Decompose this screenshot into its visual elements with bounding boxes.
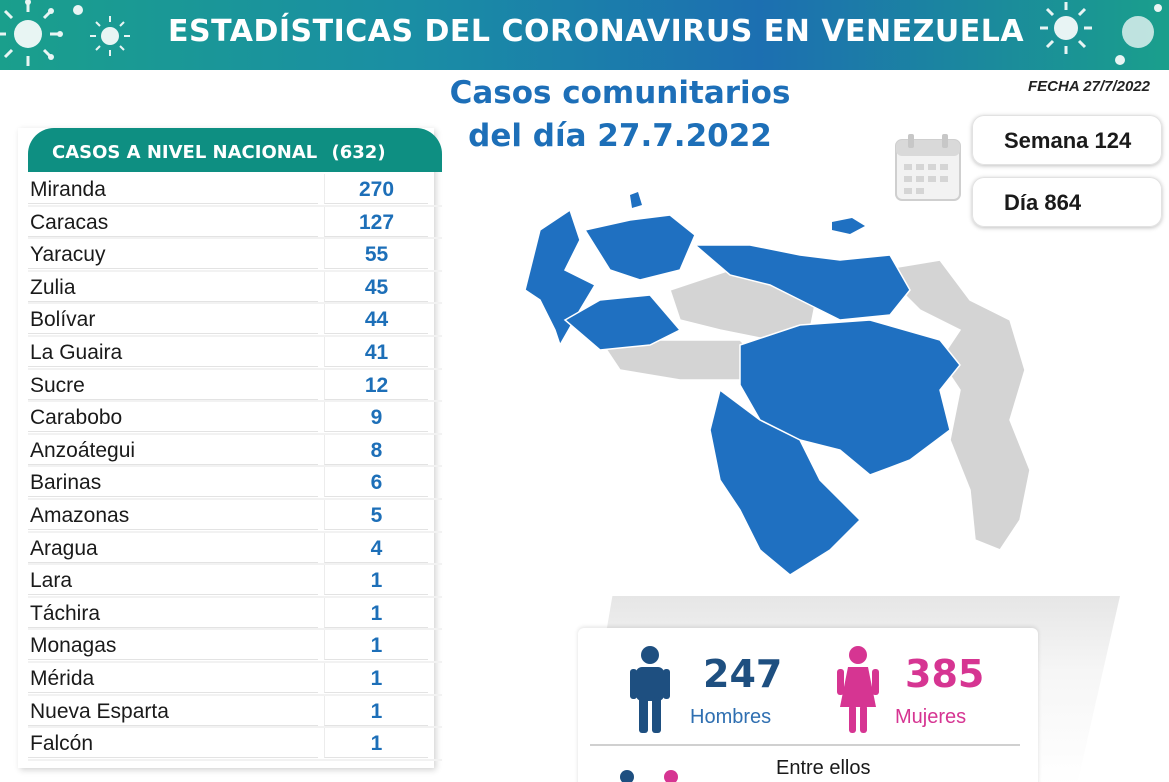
subtitle-line-2: del día 27.7.2022: [468, 118, 772, 154]
state-name: Anzoátegui: [28, 434, 318, 465]
state-cases: 12: [324, 369, 428, 400]
state-name: Carabobo: [28, 402, 318, 433]
state-cases: 8: [324, 434, 428, 465]
map-region-blue: [583, 214, 696, 281]
table-row: Aragua 4: [28, 532, 442, 566]
table-row: Nueva Esparta 1: [28, 695, 442, 729]
state-name: Yaracuy: [28, 239, 318, 270]
table-row: Mérida 1: [28, 662, 442, 696]
state-cases: 1: [324, 728, 428, 759]
table-row: Amazonas 5: [28, 499, 442, 533]
state-cases: 44: [324, 304, 428, 335]
table-row: Carabobo 9: [28, 402, 442, 435]
coronavirus-icon: [1040, 2, 1162, 65]
map-region-blue: [832, 218, 865, 234]
table-row: Zulia 45: [28, 271, 442, 305]
state-name: Monagas: [28, 630, 318, 661]
subtitle-line-1: Casos comunitarios: [449, 75, 791, 111]
state-name: Zulia: [28, 271, 318, 302]
map-region-blue: [563, 294, 682, 351]
venezuela-map: [524, 192, 1031, 576]
state-cases: 6: [324, 467, 428, 498]
panel-divider: [590, 744, 1020, 746]
coronavirus-icon: [0, 0, 130, 66]
state-name: Amazonas: [28, 499, 318, 530]
men-label: Hombres: [690, 706, 772, 728]
state-name: Barinas: [28, 467, 318, 498]
state-name: Miranda: [28, 174, 318, 204]
woman-icon: [837, 646, 879, 733]
men-count: 247: [703, 652, 783, 696]
banner-title: ESTADÍSTICAS DEL CORONAVIRUS EN VENEZUEL…: [168, 14, 1025, 49]
cases-table: CASOS A NIVEL NACIONAL (632) Miranda 270 C…: [18, 128, 442, 768]
state-cases: 41: [324, 336, 428, 367]
table-row: La Guaira 41: [28, 336, 442, 370]
state-cases: 45: [324, 271, 428, 302]
table-row: Miranda 270: [28, 174, 442, 207]
map-region-blue: [709, 388, 862, 576]
table-header-total: (632): [331, 142, 386, 163]
table-row: Caracas 127: [28, 206, 442, 240]
table-row: Falcón 1: [28, 728, 442, 761]
week-badge: Semana 124: [972, 115, 1162, 165]
table-row: Anzoátegui 8: [28, 434, 442, 468]
table-body: Miranda 270 Caracas 127 Yaracuy 55 Zulia 45 Bolí…: [28, 174, 442, 761]
state-cases: 127: [324, 206, 428, 237]
woman-icon: [664, 770, 678, 782]
state-cases: 270: [324, 174, 428, 204]
state-name: Mérida: [28, 662, 318, 693]
state-cases: 1: [324, 662, 428, 693]
state-cases: 5: [324, 499, 428, 530]
state-name: La Guaira: [28, 336, 318, 367]
table-row: Táchira 1: [28, 597, 442, 631]
map-region-blue: [524, 208, 597, 347]
state-cases: 1: [324, 597, 428, 628]
state-name: Aragua: [28, 532, 318, 563]
state-name: Bolívar: [28, 304, 318, 335]
women-label: Mujeres: [895, 706, 967, 728]
table-header: CASOS A NIVEL NACIONAL (632): [28, 128, 442, 172]
table-row: Bolívar 44: [28, 304, 442, 337]
table-row: Lara 1: [28, 565, 442, 598]
state-name: Caracas: [28, 206, 318, 237]
map-region-blue: [630, 192, 642, 208]
page-subtitle: Casos comunitarios del día 27.7.2022: [440, 72, 800, 158]
entre-ellos-label: Entre ellos: [776, 757, 871, 779]
header-banner: ESTADÍSTICAS DEL CORONAVIRUS EN VENEZUEL…: [0, 0, 1169, 70]
table-row: Monagas 1: [28, 630, 442, 663]
table-row: Barinas 6: [28, 467, 442, 500]
table-header-label: CASOS A NIVEL NACIONAL: [52, 142, 318, 163]
women-count: 385: [905, 652, 985, 696]
state-name: Lara: [28, 565, 318, 596]
table-row: Sucre 12: [28, 369, 442, 403]
state-name: Sucre: [28, 369, 318, 400]
man-icon: [620, 770, 634, 782]
map-region-blue: [692, 244, 911, 321]
state-cases: 1: [324, 565, 428, 596]
man-icon: [630, 646, 670, 733]
table-row: Yaracuy 55: [28, 239, 442, 272]
state-name: Nueva Esparta: [28, 695, 318, 726]
state-name: Falcón: [28, 728, 318, 759]
date-label: FECHA 27/7/2022: [1027, 78, 1150, 95]
day-badge: Día 864: [972, 177, 1162, 227]
state-cases: 4: [324, 532, 428, 563]
state-name: Táchira: [28, 597, 318, 628]
state-cases: 1: [324, 630, 428, 661]
state-cases: 1: [324, 695, 428, 726]
state-cases: 55: [324, 239, 428, 270]
state-cases: 9: [324, 402, 428, 433]
calendar-icon: [895, 134, 961, 201]
